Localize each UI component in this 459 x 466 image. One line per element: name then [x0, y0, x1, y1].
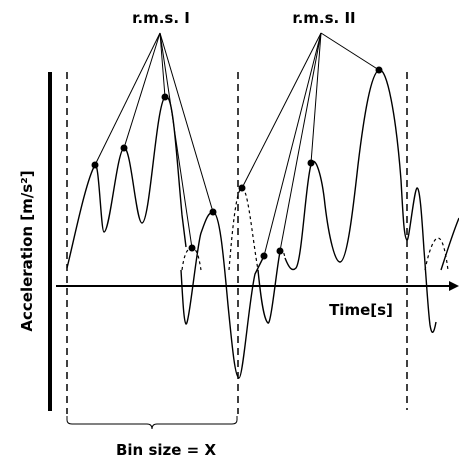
time-axis-arrowhead	[449, 281, 459, 291]
rms2-label: r.m.s. II	[292, 9, 355, 27]
signal-hidden-segments	[182, 188, 448, 270]
bin-size-brace	[67, 416, 237, 429]
signal-waveform	[67, 70, 459, 378]
peak-dot	[210, 209, 217, 216]
bin-boundaries	[67, 72, 407, 414]
peak-dot	[162, 94, 169, 101]
hidden-segment-2	[229, 188, 258, 270]
peak-dot	[92, 162, 99, 169]
hidden-segment-4	[425, 238, 448, 270]
peak-markers	[92, 67, 383, 260]
peak-dot	[376, 67, 383, 74]
signal-segment-1	[67, 96, 186, 268]
peak-dot	[239, 185, 246, 192]
peak-dot	[189, 245, 196, 252]
y-axis-label: Acceleration [m/s²]	[18, 170, 36, 331]
peak-dot	[277, 248, 284, 255]
peak-dot	[308, 160, 315, 167]
signal-segment-2	[181, 212, 264, 378]
signal-segment-4	[285, 70, 436, 332]
rms1-connectors	[95, 33, 213, 248]
bin-size-label: Bin size = X	[116, 441, 216, 459]
rms2-connectors	[242, 33, 379, 256]
peak-dot	[261, 253, 268, 260]
time-axis-label: Time[s]	[329, 301, 393, 319]
signal-segment-5	[441, 218, 459, 270]
peak-dot	[121, 145, 128, 152]
rms1-label: r.m.s. I	[132, 9, 190, 27]
